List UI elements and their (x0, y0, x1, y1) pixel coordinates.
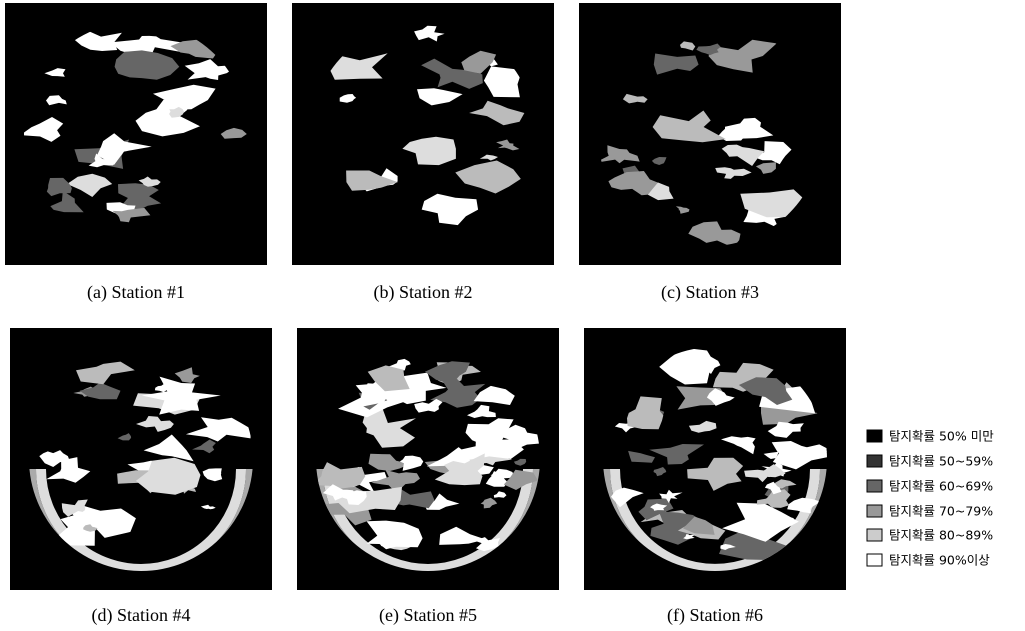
coverage-map (5, 3, 267, 265)
coverage-map (10, 328, 272, 590)
legend-swatch (867, 505, 882, 517)
coverage-map (297, 328, 559, 590)
legend-label: 탐지확률 70~79% (889, 504, 993, 519)
legend-swatch (867, 480, 882, 492)
legend-label: 탐지확률 60~69% (889, 479, 993, 494)
map-background (292, 3, 554, 265)
legend-swatch (867, 455, 882, 467)
caption: (d) Station #4 (92, 605, 191, 626)
legend-label: 탐지확률 90%이상 (889, 553, 990, 568)
map-background (297, 328, 559, 590)
coverage-map (584, 328, 846, 590)
caption: (e) Station #5 (379, 605, 477, 626)
legend: 탐지확률 50% 미만 탐지확률 50~59% 탐지확률 60~69% 탐지확률… (867, 429, 994, 568)
legend-swatch (867, 554, 882, 566)
legend-swatch (867, 430, 882, 442)
caption: (c) Station #3 (661, 282, 759, 303)
coverage-map (579, 3, 841, 265)
coverage-map (292, 3, 554, 265)
caption: (a) Station #1 (87, 282, 185, 303)
legend-label: 탐지확률 50~59% (889, 454, 993, 469)
legend-swatch (867, 529, 882, 541)
legend-label: 탐지확률 50% 미만 (889, 429, 994, 444)
figure: (a) Station #1 (b) Station #2 (c) Statio… (0, 0, 1025, 631)
legend-label: 탐지확률 80~89% (889, 528, 993, 543)
caption: (f) Station #6 (667, 605, 763, 626)
caption: (b) Station #2 (374, 282, 473, 303)
